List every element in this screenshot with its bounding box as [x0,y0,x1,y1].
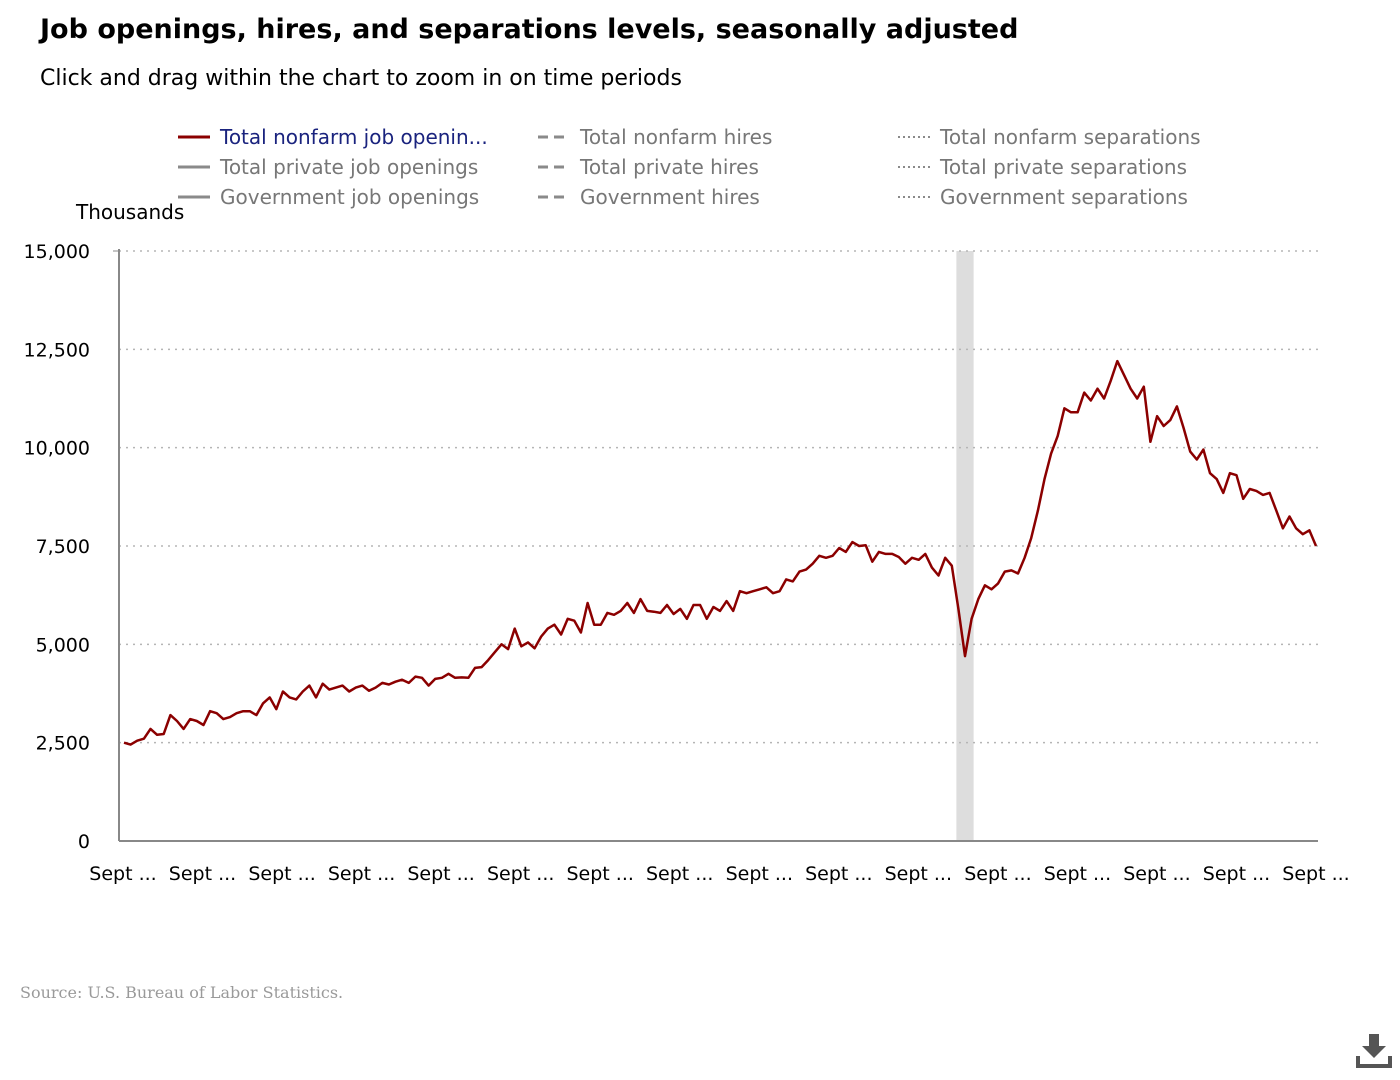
download-icon[interactable] [1352,1030,1396,1074]
legend-label: Total private hires [580,155,759,179]
page-subtitle: Click and drag within the chart to zoom … [40,66,682,91]
legend-swatch-dashed [538,165,570,169]
y-tick-label: 0 [78,831,90,853]
series-line-total-nonfarm-job-openings[interactable] [123,359,1318,746]
y-tick-label: 5,000 [36,634,90,656]
legend-swatch-dotted [898,166,930,168]
legend-label: Total private separations [940,155,1188,179]
legend-label: Government job openings [220,185,480,209]
x-tick-label: Sept ... [1203,863,1270,885]
x-tick-label: Sept ... [328,863,395,885]
chart-area[interactable]: Thousands 0 2,500 5,000 7,500 10,000 12,500 15… [0,0,1400,960]
source-note: Source: U.S. Bureau of Labor Statistics. [20,983,344,1002]
y-tick-label: 12,500 [24,339,90,361]
legend-swatch-dotted [898,136,930,138]
legend-label: Total private job openings [220,155,479,179]
x-tick-label: Sept ... [805,863,872,885]
legend-label: Government hires [580,185,760,209]
y-tick-label: 2,500 [36,733,90,755]
legend-swatch-dotted [898,196,930,198]
legend-label: Total nonfarm job openin... [220,125,488,149]
legend-item-4[interactable]: Total private job openings [176,152,478,182]
x-tick-label: Sept ... [407,863,474,885]
legend-swatch-dashed [538,195,570,199]
y-tick-label: 7,500 [36,536,90,558]
x-tick-label: Sept ... [646,863,713,885]
legend-item-8[interactable]: Government hires [536,182,760,212]
x-tick-label: Sept ... [1123,863,1190,885]
legend-label: Government separations [940,185,1188,209]
legend-swatch-solid [178,165,210,169]
y-tick-label: 15,000 [24,241,90,263]
x-tick-label: Sept ... [1044,863,1111,885]
legend-swatch-solid [178,135,210,139]
x-tick-label: Sept ... [89,863,156,885]
legend-label: Total nonfarm separations [940,125,1201,149]
x-tick-label: Sept ... [566,863,633,885]
legend-item-5[interactable]: Total private hires [536,152,759,182]
legend-item-2[interactable]: Total nonfarm hires [536,122,772,152]
x-tick-label: Sept ... [885,863,952,885]
legend-item-6[interactable]: Total private separations [896,152,1187,182]
legend-item-7[interactable]: Government job openings [176,182,479,212]
legend-item-1[interactable]: Total nonfarm job openin... [176,122,488,152]
legend-swatch-dashed [538,135,570,139]
legend-item-9[interactable]: Government separations [896,182,1188,212]
x-tick-label: Sept ... [726,863,793,885]
chart-legend: Total nonfarm job openin... Total nonfarm… [176,122,1276,214]
legend-label: Total nonfarm hires [580,125,773,149]
x-tick-label: Sept ... [964,863,1031,885]
page-title: Job openings, hires, and separations lev… [40,14,1019,45]
y-tick-label: 10,000 [24,438,90,460]
legend-item-3[interactable]: Total nonfarm separations [896,122,1201,152]
x-tick-label: Sept ... [1282,863,1349,885]
legend-swatch-solid [178,195,210,199]
recession-band [956,251,974,841]
x-tick-label: Sept ... [248,863,315,885]
x-tick-label: Sept ... [487,863,554,885]
y-axis-label: Thousands [75,200,184,224]
x-tick-label: Sept ... [169,863,236,885]
